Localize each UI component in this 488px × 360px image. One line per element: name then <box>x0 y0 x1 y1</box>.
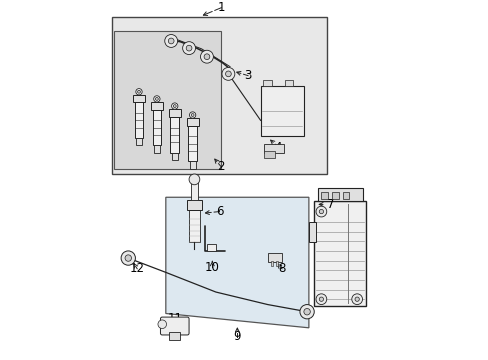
Bar <box>187 200 201 210</box>
FancyBboxPatch shape <box>160 317 189 335</box>
Circle shape <box>125 255 131 261</box>
Text: 4: 4 <box>274 141 282 154</box>
Circle shape <box>168 38 174 44</box>
Text: 8: 8 <box>278 262 285 275</box>
Circle shape <box>173 105 176 108</box>
Circle shape <box>137 90 140 93</box>
Circle shape <box>171 103 178 109</box>
Circle shape <box>319 210 323 214</box>
Circle shape <box>186 45 191 51</box>
Text: 10: 10 <box>204 261 219 274</box>
Text: 12: 12 <box>129 262 144 275</box>
Bar <box>267 253 282 262</box>
Circle shape <box>303 309 310 315</box>
Text: 6: 6 <box>215 205 223 218</box>
Circle shape <box>225 71 231 77</box>
Bar <box>168 109 181 117</box>
Circle shape <box>319 297 323 301</box>
Bar <box>172 153 177 160</box>
Bar <box>112 17 326 174</box>
Circle shape <box>158 320 166 329</box>
Text: 5: 5 <box>285 96 292 109</box>
Bar <box>275 261 278 266</box>
Bar <box>190 182 198 200</box>
Bar <box>321 192 327 199</box>
Circle shape <box>121 251 135 265</box>
Bar <box>133 95 145 103</box>
Bar <box>188 210 200 242</box>
Bar <box>264 144 283 153</box>
Bar <box>270 261 273 266</box>
Bar <box>308 222 315 242</box>
Polygon shape <box>165 197 308 328</box>
Bar <box>189 162 195 168</box>
Circle shape <box>200 50 213 63</box>
Bar <box>154 145 160 153</box>
Bar <box>152 110 161 145</box>
Circle shape <box>315 206 326 217</box>
Bar <box>206 244 215 251</box>
Bar <box>170 117 179 153</box>
Circle shape <box>164 35 177 48</box>
Text: 1: 1 <box>217 1 224 14</box>
Bar <box>186 118 198 126</box>
Text: 3: 3 <box>244 69 251 82</box>
Text: 7: 7 <box>326 198 333 211</box>
Bar <box>114 31 221 168</box>
Circle shape <box>136 89 142 95</box>
Text: 9: 9 <box>233 330 241 343</box>
Circle shape <box>315 294 326 305</box>
Bar <box>264 152 274 158</box>
Bar <box>331 192 338 199</box>
Bar <box>342 192 348 199</box>
Circle shape <box>189 174 200 185</box>
Circle shape <box>182 42 195 55</box>
Circle shape <box>203 54 209 59</box>
Bar <box>260 86 303 136</box>
Circle shape <box>153 96 160 102</box>
Bar <box>317 188 362 201</box>
Bar <box>188 126 197 162</box>
Bar <box>314 201 366 306</box>
Bar <box>263 80 271 86</box>
Circle shape <box>354 297 359 301</box>
Bar <box>169 333 180 340</box>
Bar <box>150 102 163 110</box>
Circle shape <box>191 113 194 116</box>
Circle shape <box>189 112 195 118</box>
Text: 11: 11 <box>167 312 182 325</box>
Bar <box>134 103 143 138</box>
Circle shape <box>155 98 158 100</box>
Bar <box>285 80 293 86</box>
Circle shape <box>222 67 234 80</box>
Circle shape <box>299 305 314 319</box>
Bar <box>136 138 142 145</box>
Circle shape <box>351 294 362 305</box>
Text: 2: 2 <box>217 160 224 174</box>
